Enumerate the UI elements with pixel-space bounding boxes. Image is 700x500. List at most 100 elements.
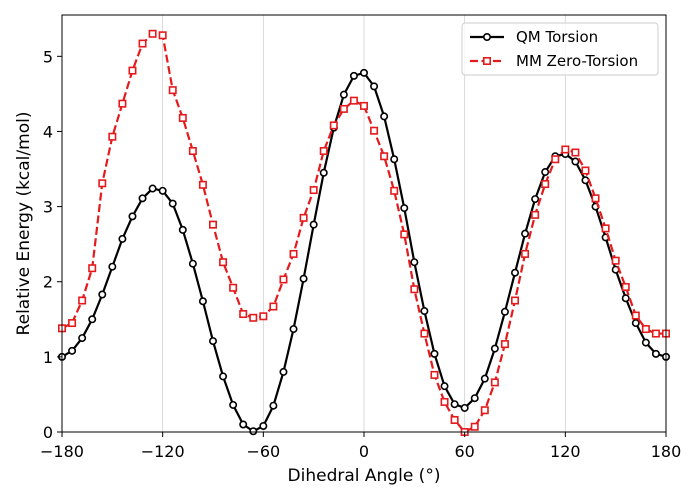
point-mm-zero-torsion-20	[259, 312, 268, 321]
point-mm-zero-torsion-15	[209, 220, 218, 229]
point-qm-torsion-34	[400, 204, 409, 213]
point-mm-zero-torsion-12	[178, 113, 187, 122]
point-qm-torsion-52	[581, 176, 590, 185]
point-qm-torsion-18	[239, 420, 248, 429]
point-qm-torsion-2	[78, 334, 87, 343]
point-qm-torsion-1	[68, 346, 77, 355]
point-mm-zero-torsion-44	[500, 340, 509, 349]
point-mm-zero-torsion-42	[480, 406, 489, 415]
point-mm-zero-torsion-56	[621, 282, 630, 291]
x-tick-label-5: 120	[550, 442, 581, 461]
point-qm-torsion-32	[380, 112, 389, 121]
y-tick-label-5: 5	[43, 47, 53, 66]
point-qm-torsion-6	[118, 234, 127, 243]
point-qm-torsion-31	[370, 82, 379, 91]
y-tick-label-3: 3	[43, 198, 53, 217]
point-mm-zero-torsion-17	[229, 283, 238, 292]
point-mm-zero-torsion-3	[88, 264, 97, 273]
point-qm-torsion-26	[319, 168, 328, 177]
series-qm-torsion	[57, 68, 670, 436]
point-mm-zero-torsion-33	[390, 186, 399, 195]
point-qm-torsion-5	[108, 262, 117, 271]
point-qm-torsion-46	[521, 229, 530, 238]
point-mm-zero-torsion-29	[349, 96, 358, 105]
point-qm-torsion-15	[209, 337, 218, 346]
point-qm-torsion-58	[641, 338, 650, 347]
point-mm-zero-torsion-27	[329, 121, 338, 130]
point-qm-torsion-39	[450, 400, 459, 409]
point-mm-zero-torsion-25	[309, 186, 318, 195]
legend-marker-mm-zero-torsion	[482, 56, 491, 65]
point-mm-zero-torsion-47	[531, 210, 540, 219]
legend-entry-qm-torsion: QM Torsion	[470, 28, 598, 46]
point-qm-torsion-11	[168, 199, 177, 208]
point-qm-torsion-57	[631, 319, 640, 328]
point-qm-torsion-13	[188, 259, 197, 268]
point-qm-torsion-40	[460, 403, 469, 412]
point-qm-torsion-41	[470, 394, 479, 403]
point-mm-zero-torsion-18	[239, 310, 248, 319]
point-qm-torsion-21	[269, 401, 278, 410]
axis-layer: −180 −120 −60 0 60 120 180 0 1 2 3 4 5	[40, 47, 681, 461]
x-tick-label-0: −180	[40, 442, 84, 461]
point-qm-torsion-37	[430, 349, 439, 358]
x-axis-label: Dihedral Angle (°)	[288, 466, 441, 486]
grid-layer	[61, 15, 667, 432]
point-mm-zero-torsion-41	[470, 422, 479, 431]
point-qm-torsion-4	[98, 290, 107, 299]
point-qm-torsion-56	[621, 294, 630, 303]
point-qm-torsion-8	[138, 194, 147, 203]
y-tick-label-0: 0	[43, 423, 53, 442]
legend: QM Torsion MM Zero-Torsion	[461, 22, 659, 76]
point-qm-torsion-3	[88, 315, 97, 324]
point-qm-torsion-16	[219, 372, 228, 381]
point-mm-zero-torsion-11	[168, 86, 177, 95]
point-mm-zero-torsion-34	[400, 230, 409, 239]
point-mm-zero-torsion-26	[319, 146, 328, 155]
point-mm-zero-torsion-57	[631, 311, 640, 320]
point-qm-torsion-43	[490, 344, 499, 353]
point-qm-torsion-7	[128, 212, 137, 221]
x-tick-label-1: −120	[141, 442, 185, 461]
point-mm-zero-torsion-22	[279, 275, 288, 284]
point-qm-torsion-29	[349, 71, 358, 80]
point-mm-zero-torsion-24	[299, 213, 308, 222]
point-qm-torsion-28	[339, 90, 348, 99]
point-mm-zero-torsion-10	[158, 31, 167, 40]
point-mm-zero-torsion-48	[541, 180, 550, 189]
point-mm-zero-torsion-6	[118, 99, 127, 108]
point-mm-zero-torsion-19	[249, 313, 258, 322]
x-tick-label-4: 60	[454, 442, 474, 461]
point-mm-zero-torsion-35	[410, 285, 419, 294]
point-mm-zero-torsion-55	[611, 256, 620, 265]
point-qm-torsion-19	[249, 427, 258, 436]
point-qm-torsion-10	[158, 186, 167, 195]
series-mm-zero-torsion	[57, 29, 670, 436]
legend-label-mm-zero-torsion: MM Zero-Torsion	[516, 52, 638, 70]
legend-marker-qm-torsion	[482, 32, 491, 41]
point-qm-torsion-20	[259, 421, 268, 430]
x-tick-label-2: −60	[246, 442, 280, 461]
y-tick-label-1: 1	[43, 348, 53, 367]
series-layer	[57, 29, 670, 436]
point-qm-torsion-36	[420, 307, 429, 316]
point-qm-torsion-45	[510, 268, 519, 277]
y-tick-label-4: 4	[43, 122, 53, 141]
point-mm-zero-torsion-32	[380, 152, 389, 161]
point-mm-zero-torsion-5	[108, 132, 117, 141]
point-qm-torsion-24	[299, 274, 308, 283]
point-mm-zero-torsion-14	[198, 180, 207, 189]
point-mm-zero-torsion-59	[651, 329, 660, 338]
point-mm-zero-torsion-8	[138, 39, 147, 48]
y-axis-label: Relative Energy (kcal/mol)	[14, 112, 34, 336]
point-qm-torsion-12	[178, 225, 187, 234]
x-tick-label-3: 0	[359, 442, 369, 461]
point-qm-torsion-42	[480, 374, 489, 383]
point-qm-torsion-47	[531, 195, 540, 204]
legend-box	[461, 22, 659, 76]
point-mm-zero-torsion-54	[601, 224, 610, 233]
point-qm-torsion-35	[410, 258, 419, 267]
point-mm-zero-torsion-45	[510, 296, 519, 305]
point-mm-zero-torsion-46	[521, 249, 530, 258]
